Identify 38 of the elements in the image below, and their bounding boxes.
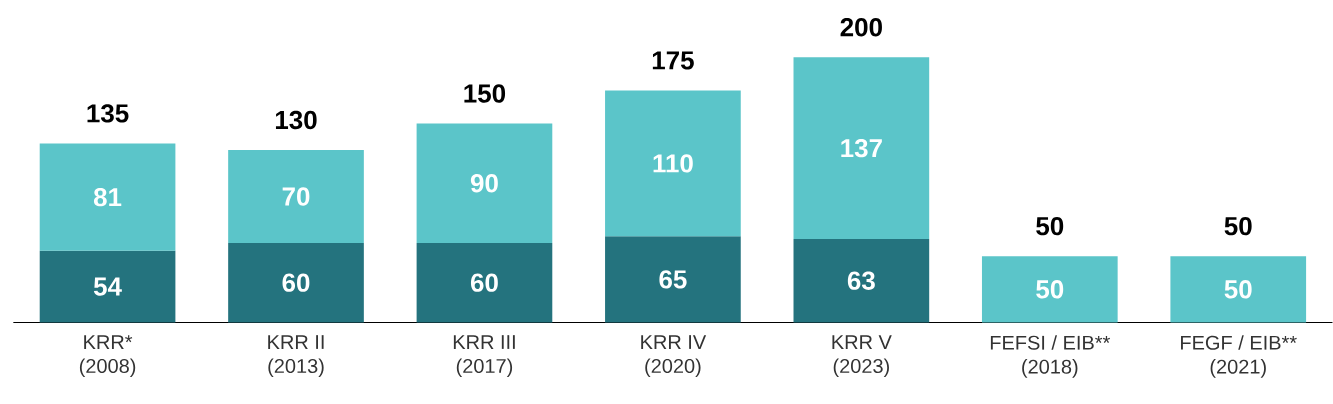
- data-label: 137: [841, 139, 882, 158]
- total-label: 135: [87, 104, 129, 123]
- x-tick-label: KRR II (2013): [268, 335, 324, 378]
- data-label: 50: [1036, 280, 1064, 299]
- x-tick-label: KRR III (2017): [453, 335, 515, 378]
- data-label: 54: [93, 277, 122, 296]
- data-label: 65: [659, 270, 687, 289]
- x-tick-label: FEGF / EIB** (2021): [1181, 335, 1297, 378]
- x-tick-label: FEFSI / EIB** (2018): [990, 335, 1111, 378]
- total-label: 200: [840, 18, 882, 37]
- x-tick-label: KRR* (2008): [79, 335, 136, 378]
- bar: [793, 57, 930, 240]
- data-label: 90: [470, 174, 498, 193]
- bar: [1170, 256, 1307, 323]
- data-label: 63: [847, 271, 875, 291]
- bar: [416, 123, 553, 244]
- total-label: 175: [652, 51, 694, 70]
- bar: [39, 143, 176, 251]
- data-label: 110: [653, 154, 693, 173]
- bar: [981, 256, 1118, 323]
- total-label: 130: [275, 110, 317, 130]
- total-label: 50: [1224, 217, 1252, 236]
- data-label: 81: [93, 188, 122, 207]
- data-label: 60: [470, 273, 498, 292]
- bar: [228, 150, 364, 244]
- data-label: 70: [282, 187, 310, 206]
- bar: [605, 236, 741, 323]
- x-tick-label: KRR V (2023): [832, 335, 892, 378]
- total-label: 150: [464, 84, 506, 103]
- data-label: 60: [282, 273, 310, 292]
- x-tick-label: KRR IV (2020): [641, 335, 707, 378]
- bar: [793, 239, 930, 323]
- bar: [416, 243, 553, 323]
- data-label: 50: [1224, 280, 1252, 299]
- bar: [605, 90, 741, 237]
- total-label: 50: [1036, 217, 1064, 236]
- bar: [228, 243, 364, 323]
- bar: [39, 250, 176, 323]
